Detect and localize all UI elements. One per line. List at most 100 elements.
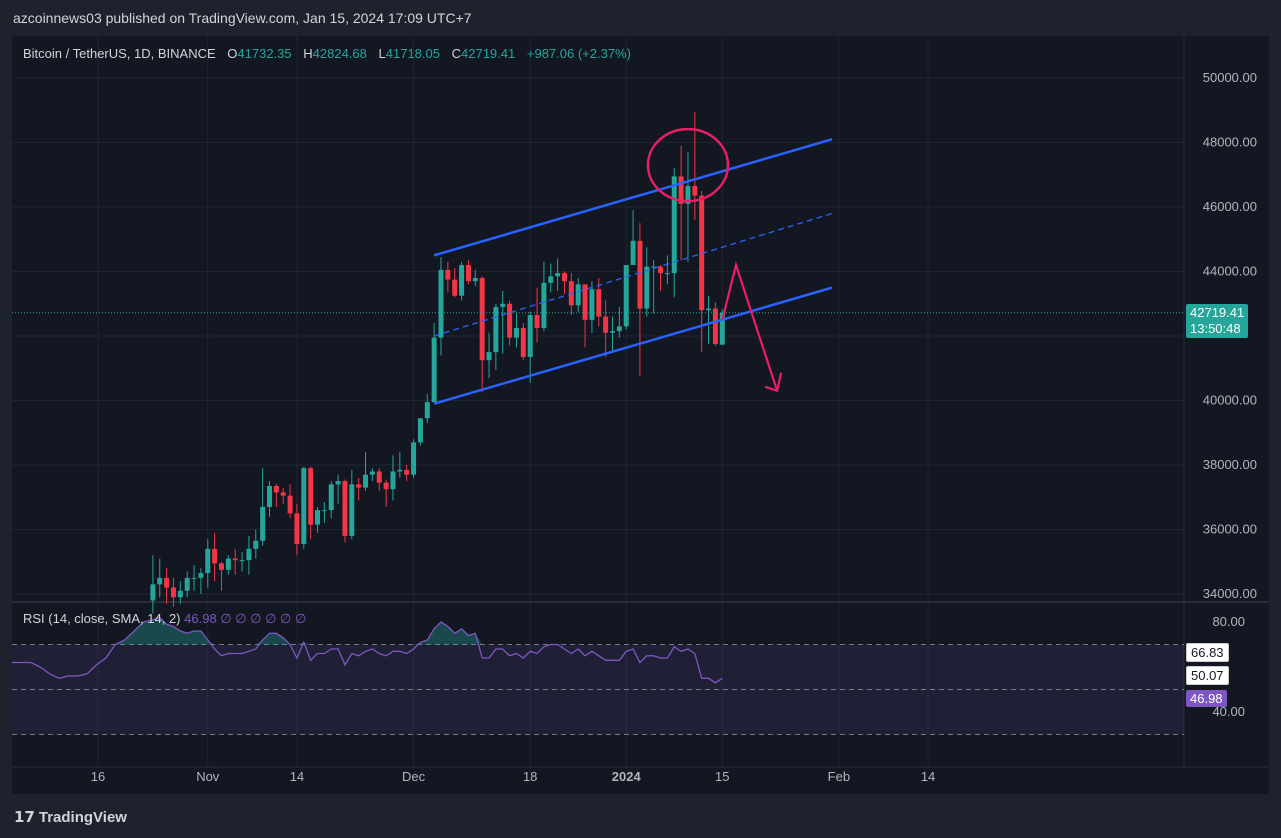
candle xyxy=(431,323,437,403)
candle-body xyxy=(651,266,657,268)
open-value: 41732.35 xyxy=(237,46,292,61)
candle-body xyxy=(150,584,156,601)
candle xyxy=(610,316,615,351)
candle xyxy=(623,265,629,330)
price-tick-label: 34000.00 xyxy=(1203,586,1257,601)
candle-body xyxy=(527,315,533,357)
candle-body xyxy=(239,560,245,562)
candle xyxy=(678,145,684,261)
axes: 50000.00 48000.00 46000.00 44000.00 40000.00… xyxy=(91,70,1257,784)
candle xyxy=(280,487,286,504)
candle xyxy=(363,452,369,491)
rsi-legend-values: 46.98 ∅ ∅ ∅ ∅ ∅ ∅ xyxy=(184,611,307,626)
candle xyxy=(424,394,430,424)
candle-body xyxy=(205,548,211,574)
candle-body xyxy=(356,484,362,488)
candle-body xyxy=(555,273,561,277)
candle xyxy=(472,269,478,287)
candle-body xyxy=(232,558,238,561)
candle xyxy=(616,306,622,338)
candle-body xyxy=(417,418,423,443)
price-tick-label: 50000.00 xyxy=(1203,70,1257,85)
candle xyxy=(260,468,266,546)
candle xyxy=(658,265,664,291)
candle-body xyxy=(459,265,465,296)
candle xyxy=(520,323,526,361)
candle-body xyxy=(452,279,458,296)
low-value: 41718.05 xyxy=(385,46,440,61)
publish-header: azcoinnews03 published on TradingView.co… xyxy=(0,0,1281,36)
candle-body xyxy=(438,269,444,338)
candle xyxy=(404,465,410,482)
price-tick-label: 44000.00 xyxy=(1203,264,1257,279)
candle xyxy=(500,290,506,354)
candle-body xyxy=(616,326,622,332)
candle-body xyxy=(575,284,581,306)
candle-body xyxy=(411,442,417,475)
candle xyxy=(596,277,602,327)
candle-body xyxy=(342,481,348,536)
candle xyxy=(170,577,176,607)
candle-body xyxy=(177,590,183,598)
time-tick-label: 14 xyxy=(921,769,935,784)
high-value: 42824.68 xyxy=(312,46,367,61)
candle xyxy=(465,260,471,285)
candle-body xyxy=(623,265,629,327)
chart-frame[interactable]: 50000.00 48000.00 46000.00 44000.00 40000.00… xyxy=(12,36,1269,794)
candle xyxy=(294,503,300,556)
candle xyxy=(205,539,211,588)
candle xyxy=(157,558,163,598)
candle xyxy=(548,263,554,293)
candle xyxy=(438,256,444,356)
candle-body xyxy=(390,471,396,490)
candle-body xyxy=(321,510,327,512)
symbol-name: Bitcoin / TetherUS, 1D, BINANCE xyxy=(23,46,216,61)
candle xyxy=(507,300,513,346)
time-tick-label: 16 xyxy=(91,769,105,784)
candle-body xyxy=(431,337,437,403)
candle-body xyxy=(507,303,513,338)
candle xyxy=(575,277,581,312)
candle xyxy=(267,481,272,517)
candle xyxy=(349,469,355,540)
candle xyxy=(589,281,595,333)
candle xyxy=(685,152,691,262)
candle xyxy=(212,532,218,582)
candle-body xyxy=(287,495,293,514)
price-tick-label: 40000.00 xyxy=(1203,393,1257,408)
candle-body xyxy=(630,240,636,266)
candle xyxy=(541,261,547,332)
candle xyxy=(493,303,499,370)
candle-body xyxy=(582,284,588,320)
candle xyxy=(164,568,170,604)
price-tick-label: 46000.00 xyxy=(1203,199,1257,214)
price-badge: 42719.41 13:50:48 xyxy=(1186,304,1249,338)
candle xyxy=(651,260,657,314)
candle-body xyxy=(541,282,547,328)
candle-body xyxy=(157,577,163,585)
time-tick-label: 2024 xyxy=(612,769,642,784)
price-tick-label: 36000.00 xyxy=(1203,522,1257,537)
candle xyxy=(218,561,224,591)
tradingview-logo-icon: 𝟭𝟳 xyxy=(14,809,35,826)
candle xyxy=(356,477,362,501)
tradingview-logo[interactable]: 𝟭𝟳 TradingView xyxy=(14,808,127,826)
channel-lower-line xyxy=(433,286,833,405)
price-tick-label: 48000.00 xyxy=(1203,135,1257,150)
candle-body xyxy=(500,303,506,307)
candle-body xyxy=(486,352,492,361)
candle xyxy=(411,439,417,478)
candle-body xyxy=(589,289,595,320)
high-label: H xyxy=(303,46,313,61)
candle xyxy=(712,302,718,346)
candle xyxy=(287,484,293,519)
time-tick-label: 14 xyxy=(290,769,304,784)
candle xyxy=(445,261,451,293)
candle-body xyxy=(548,276,554,283)
projection-arrowhead xyxy=(764,372,783,393)
drawings xyxy=(433,127,833,405)
price-chart-svg[interactable]: 50000.00 48000.00 46000.00 44000.00 40000.00… xyxy=(12,36,1269,794)
candle-body xyxy=(218,563,224,570)
candle-body xyxy=(692,186,698,196)
candle xyxy=(699,190,705,353)
